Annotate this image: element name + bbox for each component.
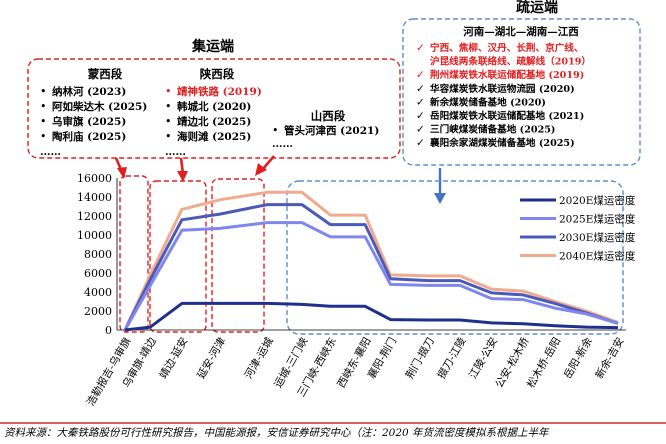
check-icon: ✓ [416, 42, 425, 54]
y-tick-label: 0 [105, 324, 112, 337]
mengxi-bullet: • [40, 85, 47, 98]
shaanxi-list: • 靖神铁路 (2019) • 韩城北 (2020) • 靖边北 (2025) • 海则滩 (… [165, 85, 262, 158]
highlight-distribution [286, 180, 624, 335]
y-tick-label: 8000 [84, 248, 112, 261]
series-line-2040E煤运密度 [123, 190, 619, 331]
mengxi-title: 蒙西段 [88, 67, 123, 81]
y-axis: 0 2000 4000 6000 8000 10000 12000 14000 16000 [77, 172, 118, 337]
highlight-shaanxi [149, 180, 207, 333]
series-line-2030E煤运密度 [123, 203, 619, 331]
mengxi-item: 陶利庙 (2025) [52, 130, 126, 143]
distribution-route: 河南—湖北—湖南—江西 [463, 25, 579, 38]
x-tick-label: 掇刀-江陵 [435, 335, 469, 381]
x-tick-label: 延安-河津 [194, 335, 228, 381]
check-icon: ✓ [416, 69, 425, 81]
shaanxi-item: 靖神铁路 (2019) [177, 85, 262, 98]
mengxi-bullet: • [40, 100, 47, 113]
mengxi-item: 乌审旗 (2025) [52, 115, 126, 128]
distribution-item: 新余煤炭储备基地 (2020) [430, 96, 546, 108]
legend: 2020E煤运密度 2025E煤运密度 2030E煤运密度 2040E煤运密度 [520, 194, 636, 263]
mengxi-item: …… [40, 146, 61, 158]
series-line-2025E煤运密度 [123, 221, 619, 331]
mengxi-bullet: • [40, 115, 47, 128]
legend-label: 2025E煤运密度 [559, 213, 636, 226]
x-tick-label: 河津-运城 [243, 335, 276, 381]
shanxi-title: 山西段 [311, 109, 346, 123]
mengxi-item: 纳林河 (2023) [52, 85, 126, 98]
blue-arrow [434, 168, 446, 204]
x-tick-label: 江陵-公安 [466, 335, 500, 381]
distribution-item: 襄阳余家湖煤炭储备基地 (2025) [429, 137, 575, 149]
distribution-list: ✓ 宁西、焦柳、汉丹、长荆、京广线、沪昆线两条联络线、疏解线（2019） ✓ 荆州煤炭… [416, 42, 591, 149]
red-arrows [114, 155, 275, 182]
highlight-mengxi [119, 175, 149, 333]
check-icon: ✓ [416, 110, 425, 122]
highlight-shanxi [211, 178, 265, 333]
y-tick-label: 12000 [77, 210, 112, 223]
distribution-item: 三门峡煤炭储备基地 (2025) [430, 124, 555, 136]
y-tick-label: 6000 [84, 267, 112, 280]
shanxi-item: …… [272, 138, 293, 150]
series-line-2020E煤运密度 [124, 301, 619, 332]
distribution-item: 岳阳煤炭铁水联运储配基地 (2021) [430, 110, 584, 122]
distribution-item: 华容煤炭铁水联运物流园 (2020) [430, 83, 575, 95]
mengxi-list: • 纳林河 (2023) • 阿如柴达木 (2025) • 乌审旗 (2025) • 陶利庙 … [40, 85, 147, 158]
y-tick-label: 14000 [77, 191, 112, 204]
collection-title: 集运端 [191, 38, 234, 55]
collection-box [27, 58, 401, 159]
y-tick-label: 4000 [84, 286, 112, 299]
x-tick-label: 靖边-延安 [156, 335, 190, 381]
check-icon: ✓ [416, 137, 425, 149]
shaanxi-bullet: • [165, 115, 172, 128]
legend-label: 2030E煤运密度 [559, 231, 636, 244]
shanxi-bullet: • [272, 124, 279, 137]
x-tick-label: 荆门-掇刀 [403, 335, 437, 381]
shaanxi-bullet: • [165, 85, 172, 98]
shaanxi-item: 海则滩 (2025) [177, 130, 251, 143]
shaanxi-item: …… [165, 146, 186, 158]
shanxi-item: 管头河津西 (2021) [284, 124, 379, 137]
shaanxi-title: 陕西段 [200, 67, 235, 81]
distribution-box [402, 18, 641, 166]
x-tick-label: 岳阳-新余 [561, 335, 595, 381]
legend-label: 2040E煤运密度 [559, 250, 636, 263]
distribution-item: 荆州煤炭铁水联运储配基地 (2019) [430, 69, 584, 81]
shanxi-list: • 管头河津西 (2021)…… [272, 124, 379, 150]
y-tick-label: 16000 [77, 172, 112, 185]
check-icon: ✓ [416, 124, 425, 136]
shaanxi-item: 靖边北 (2025) [177, 115, 251, 128]
segment-highlights [119, 175, 624, 335]
check-icon: ✓ [416, 83, 425, 95]
distribution-title: 疏运端 [516, 0, 558, 16]
legend-label: 2020E煤运密度 [559, 194, 636, 207]
x-tick-label: 西峡东-襄阳 [334, 335, 373, 390]
shaanxi-bullet: • [165, 100, 172, 113]
distribution-item: 宁西、焦柳、汉丹、长荆、京广线、 [430, 42, 584, 54]
y-tick-label: 2000 [84, 305, 112, 318]
check-icon: ✓ [416, 96, 425, 108]
distribution-item: 沪昆线两条联络线、疏解线（2019） [430, 56, 591, 68]
shaanxi-item: 韩城北 (2020) [177, 100, 251, 113]
x-tick-label: 浩勒报吉-乌审旗 [84, 335, 134, 408]
mengxi-bullet: • [40, 130, 47, 143]
series-lines [123, 190, 619, 332]
y-tick-label: 10000 [77, 229, 112, 242]
source-text: 资料来源：大秦铁路股份可行性研究报告，中国能源报，安信证券研究中心（注：2020… [4, 427, 550, 439]
shaanxi-bullet: • [165, 130, 172, 143]
x-tick-label: 新余-吉安 [593, 335, 627, 381]
mengxi-item: 阿如柴达木 (2025) [52, 100, 147, 113]
